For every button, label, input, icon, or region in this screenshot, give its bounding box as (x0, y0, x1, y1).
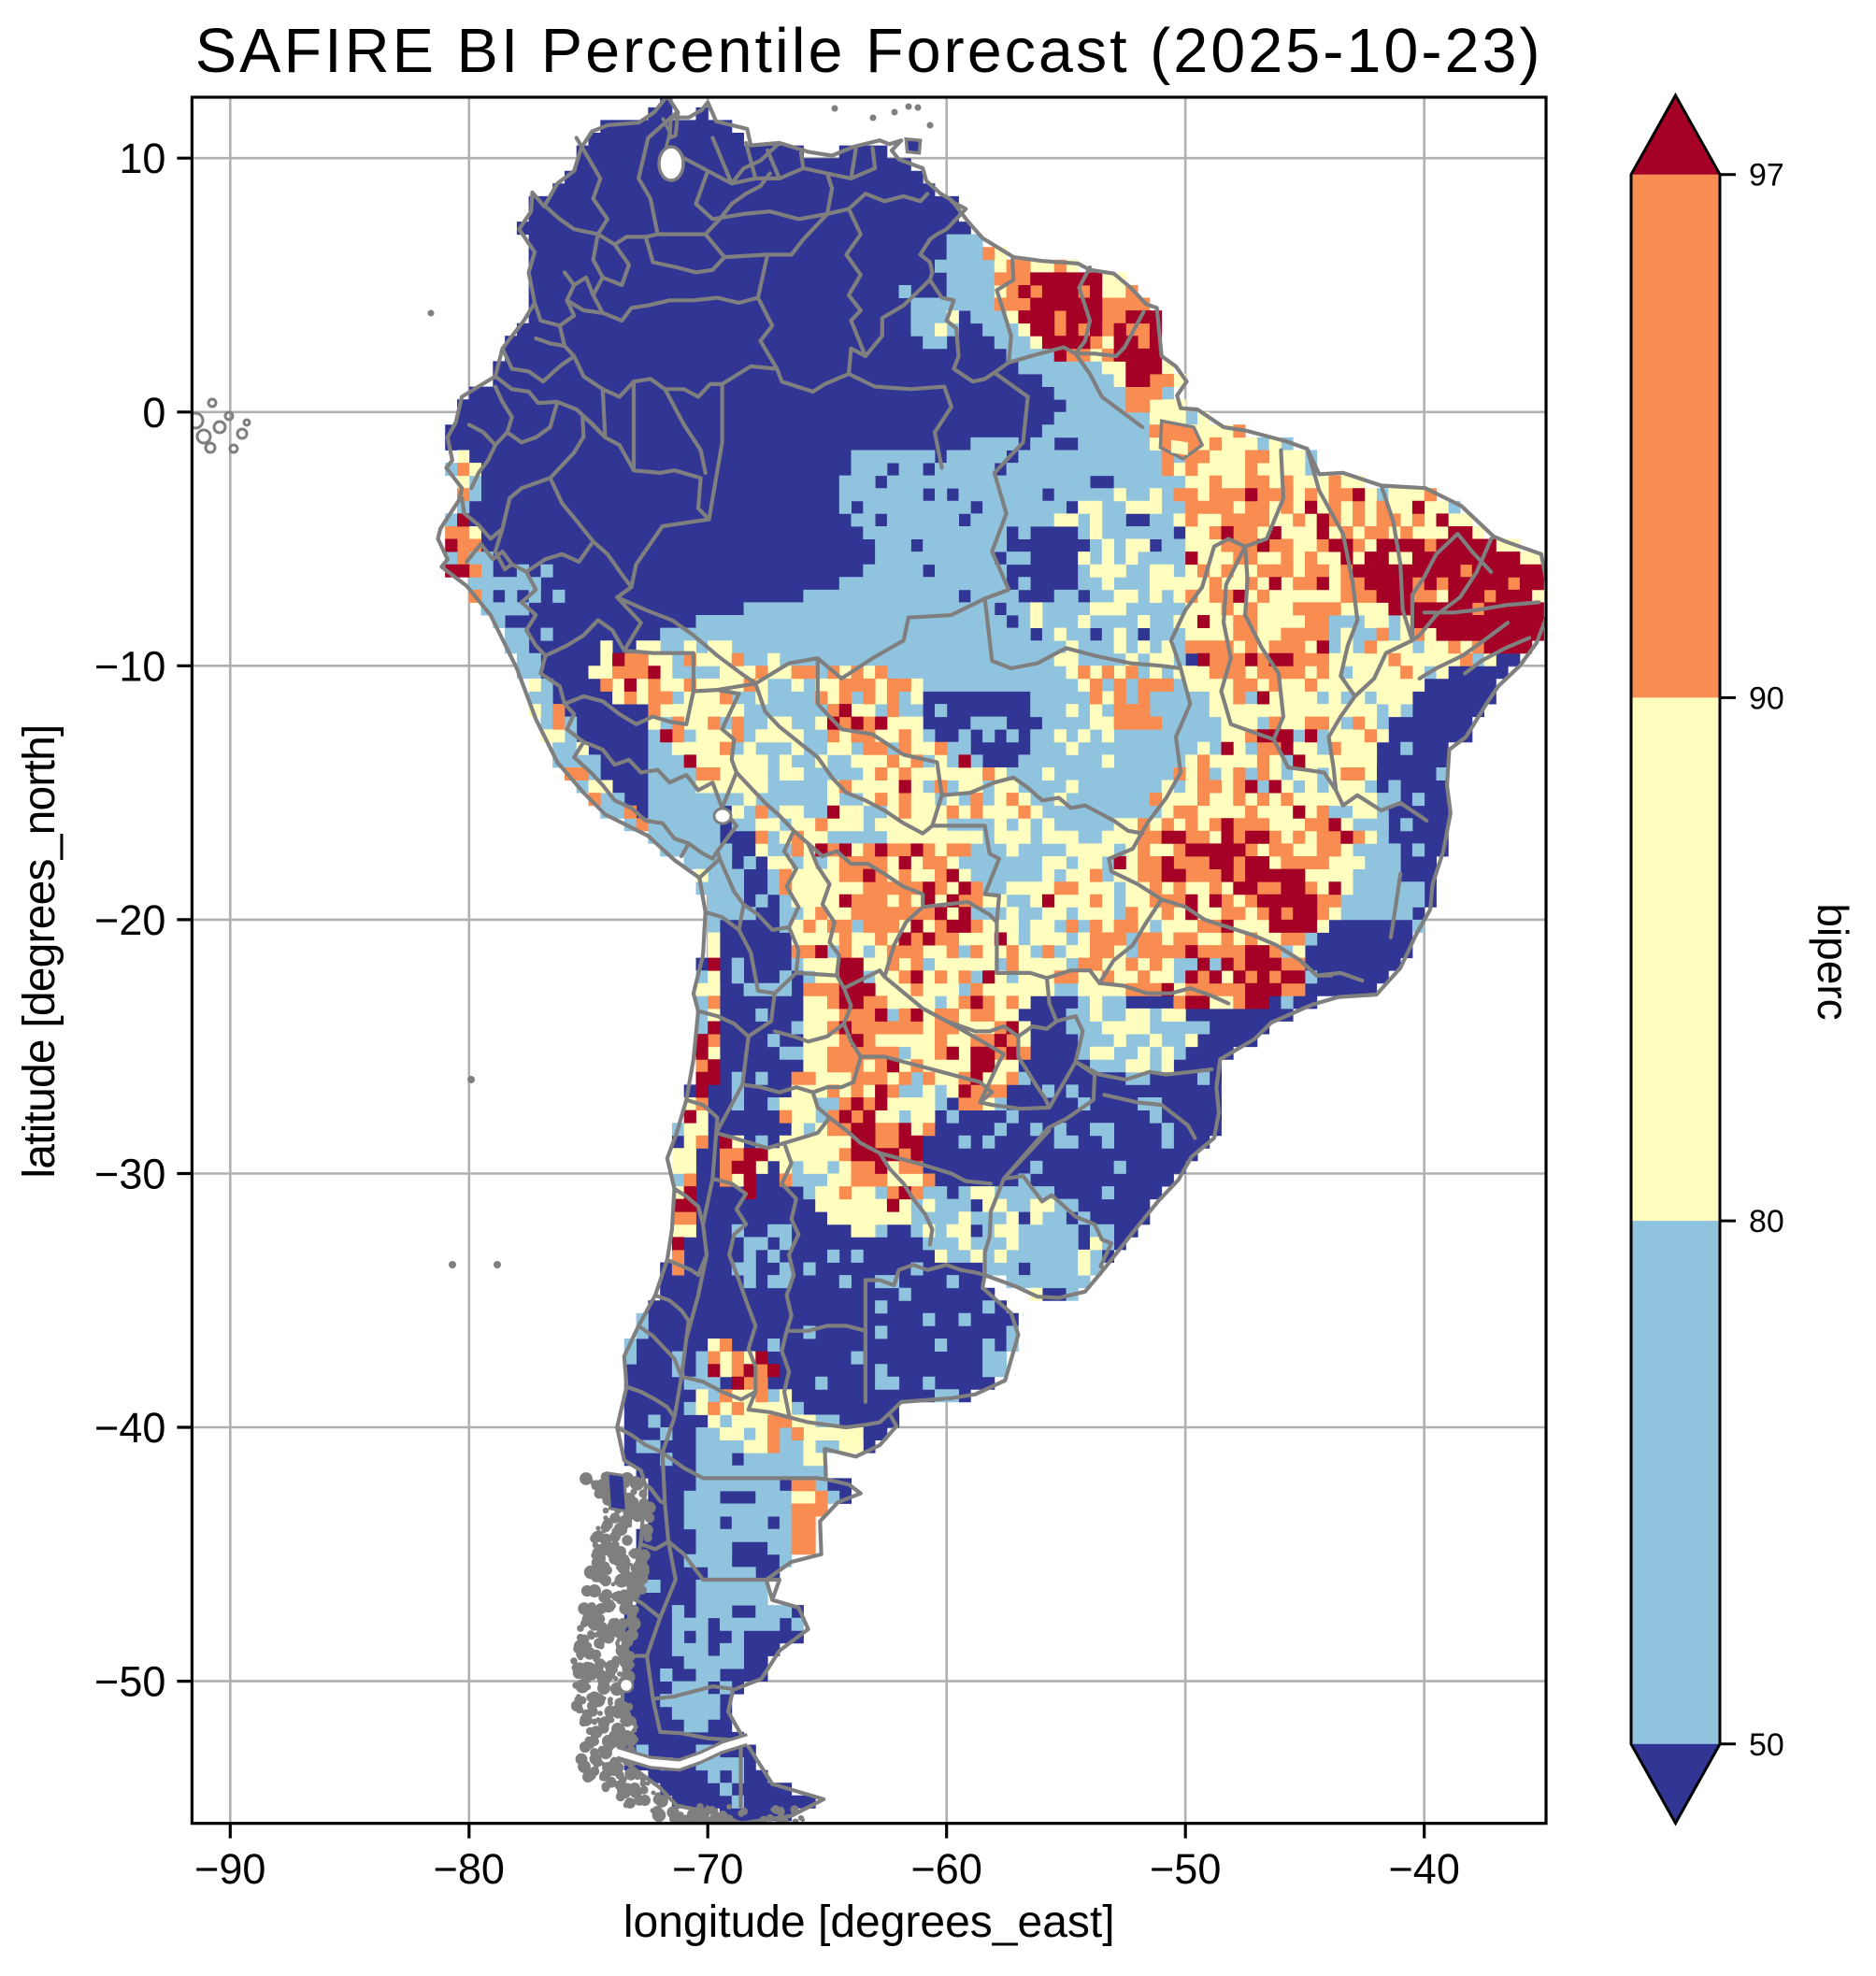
svg-text:−40: −40 (1389, 1845, 1460, 1893)
svg-text:10: 10 (119, 135, 165, 182)
svg-text:−50: −50 (94, 1658, 165, 1706)
svg-text:−30: −30 (94, 1151, 165, 1198)
svg-text:−50: −50 (1150, 1845, 1221, 1893)
svg-text:−60: −60 (911, 1845, 982, 1893)
svg-text:−10: −10 (94, 642, 165, 690)
svg-text:biperc: biperc (1809, 903, 1857, 1020)
svg-text:longitude [degrees_east]: longitude [degrees_east] (623, 1897, 1115, 1947)
svg-text:50: 50 (1749, 1727, 1784, 1763)
svg-text:−90: −90 (194, 1845, 265, 1893)
svg-text:97: 97 (1749, 158, 1784, 193)
svg-text:90: 90 (1749, 680, 1784, 716)
svg-text:SAFIRE BI Percentile Forecast: SAFIRE BI Percentile Forecast (2025-10-2… (195, 17, 1543, 86)
svg-text:−40: −40 (94, 1404, 165, 1452)
svg-text:−70: −70 (672, 1845, 743, 1893)
svg-text:80: 80 (1749, 1204, 1784, 1239)
svg-text:−20: −20 (94, 896, 165, 944)
svg-text:latitude [degrees_north]: latitude [degrees_north] (15, 724, 64, 1178)
svg-text:−80: −80 (434, 1845, 505, 1893)
svg-text:0: 0 (142, 389, 165, 437)
